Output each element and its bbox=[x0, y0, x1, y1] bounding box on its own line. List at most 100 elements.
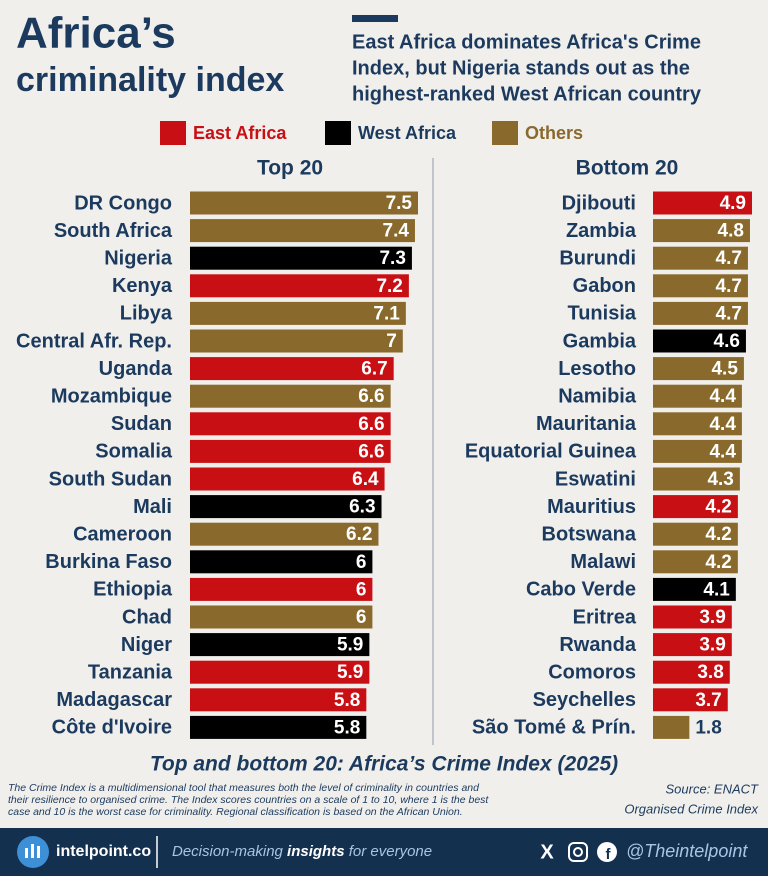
category-label: South Africa bbox=[54, 220, 173, 242]
category-label: Tanzania bbox=[88, 661, 173, 683]
category-label: Djibouti bbox=[562, 192, 636, 214]
handle[interactable]: @Theintelpoint bbox=[626, 841, 748, 861]
category-label: Cabo Verde bbox=[526, 579, 636, 601]
value-label: 6.7 bbox=[361, 359, 387, 380]
category-label: Mauritius bbox=[547, 496, 636, 518]
category-label: Gabon bbox=[573, 275, 636, 297]
value-label: 6.4 bbox=[352, 469, 379, 490]
note-line: The Crime Index is a multidimensional to… bbox=[8, 782, 480, 794]
category-label: Equatorial Guinea bbox=[465, 441, 637, 463]
category-label: Kenya bbox=[112, 275, 173, 297]
value-label: 6.3 bbox=[349, 497, 375, 518]
category-label: Tunisia bbox=[567, 303, 636, 325]
value-label: 4.2 bbox=[705, 524, 731, 545]
bar bbox=[653, 191, 752, 215]
category-label: DR Congo bbox=[74, 192, 172, 214]
bar bbox=[190, 467, 385, 491]
bar bbox=[190, 246, 412, 270]
bar bbox=[190, 550, 373, 574]
value-label: 6.6 bbox=[358, 414, 384, 435]
category-label: Somalia bbox=[95, 441, 173, 463]
value-label: 6.6 bbox=[358, 386, 384, 407]
category-label: Eritrea bbox=[573, 606, 637, 628]
value-label: 6.6 bbox=[358, 441, 384, 462]
legend-swatch bbox=[492, 121, 518, 145]
bar bbox=[190, 715, 367, 739]
value-label: 6 bbox=[356, 579, 367, 600]
footer bbox=[0, 828, 768, 876]
bar bbox=[653, 439, 742, 463]
bar bbox=[653, 301, 748, 325]
x-icon[interactable]: X bbox=[540, 841, 554, 863]
value-label: 7.1 bbox=[373, 303, 400, 324]
bar bbox=[653, 467, 740, 491]
bar bbox=[653, 219, 750, 243]
value-label: 4.4 bbox=[709, 414, 736, 435]
panel-title: Top 20 bbox=[257, 157, 323, 180]
value-label: 5.9 bbox=[337, 635, 363, 656]
value-label: 5.8 bbox=[334, 690, 360, 711]
title-line: criminality index bbox=[16, 61, 284, 99]
category-label: Niger bbox=[121, 634, 172, 656]
category-label: Ethiopia bbox=[93, 579, 173, 601]
bar bbox=[653, 522, 738, 546]
bar bbox=[190, 633, 370, 657]
category-label: Zambia bbox=[566, 220, 637, 242]
bar bbox=[653, 412, 742, 436]
category-label: Cameroon bbox=[73, 523, 172, 545]
category-label: South Sudan bbox=[49, 468, 172, 490]
accent-bar bbox=[352, 15, 398, 22]
value-label: 6 bbox=[356, 607, 367, 628]
category-label: Botswana bbox=[542, 523, 637, 545]
value-label: 4.9 bbox=[720, 193, 746, 214]
bar bbox=[653, 495, 738, 519]
bar bbox=[653, 577, 736, 601]
legend-label: East Africa bbox=[193, 123, 287, 143]
legend-label: West Africa bbox=[358, 123, 457, 143]
category-label: Eswatini bbox=[555, 468, 636, 490]
bar bbox=[190, 329, 403, 353]
category-label: Mali bbox=[133, 496, 172, 518]
instagram-icon[interactable] bbox=[568, 842, 588, 862]
category-label: Madagascar bbox=[56, 689, 172, 711]
category-label: Chad bbox=[122, 606, 172, 628]
value-label: 6 bbox=[356, 552, 367, 573]
category-label: Burkina Faso bbox=[45, 551, 172, 573]
bar bbox=[653, 715, 690, 739]
subtitle-line: East Africa dominates Africa's Crime bbox=[352, 31, 701, 53]
brand[interactable]: intelpoint.co bbox=[56, 843, 151, 860]
source: Source: ENACT bbox=[666, 781, 760, 796]
value-label: 5.9 bbox=[337, 662, 363, 683]
bar bbox=[190, 191, 418, 215]
bar bbox=[190, 495, 382, 519]
bar bbox=[190, 522, 379, 546]
category-label: Malawi bbox=[570, 551, 636, 573]
value-label: 4.3 bbox=[707, 469, 733, 490]
category-label: Seychelles bbox=[533, 689, 636, 711]
category-label: Sudan bbox=[111, 413, 172, 435]
value-label: 5.8 bbox=[334, 717, 360, 738]
tagline-part: Decision-making bbox=[172, 843, 287, 860]
category-label: Mozambique bbox=[51, 385, 172, 407]
subtitle-line: Index, but Nigeria stands out as the bbox=[352, 57, 690, 79]
value-label: 4.2 bbox=[705, 552, 731, 573]
note-line: their resilience to organised crime. The… bbox=[8, 794, 489, 806]
category-label: Gambia bbox=[563, 330, 637, 352]
bar bbox=[190, 439, 391, 463]
bar bbox=[653, 274, 748, 298]
bar bbox=[190, 301, 406, 325]
tagline-part: for everyone bbox=[345, 843, 433, 860]
instagram-icon-lens bbox=[573, 847, 583, 857]
bar bbox=[190, 577, 373, 601]
value-label: 3.7 bbox=[695, 690, 721, 711]
facebook-icon[interactable] bbox=[597, 842, 617, 862]
category-label: São Tomé & Prín. bbox=[472, 717, 636, 739]
bar bbox=[653, 357, 744, 381]
legend-swatch bbox=[325, 121, 351, 145]
category-label: Rwanda bbox=[559, 634, 637, 656]
value-label: 3.9 bbox=[699, 607, 725, 628]
value-label: 4.7 bbox=[716, 248, 742, 269]
bar bbox=[190, 384, 391, 408]
category-label: Burundi bbox=[559, 247, 636, 269]
